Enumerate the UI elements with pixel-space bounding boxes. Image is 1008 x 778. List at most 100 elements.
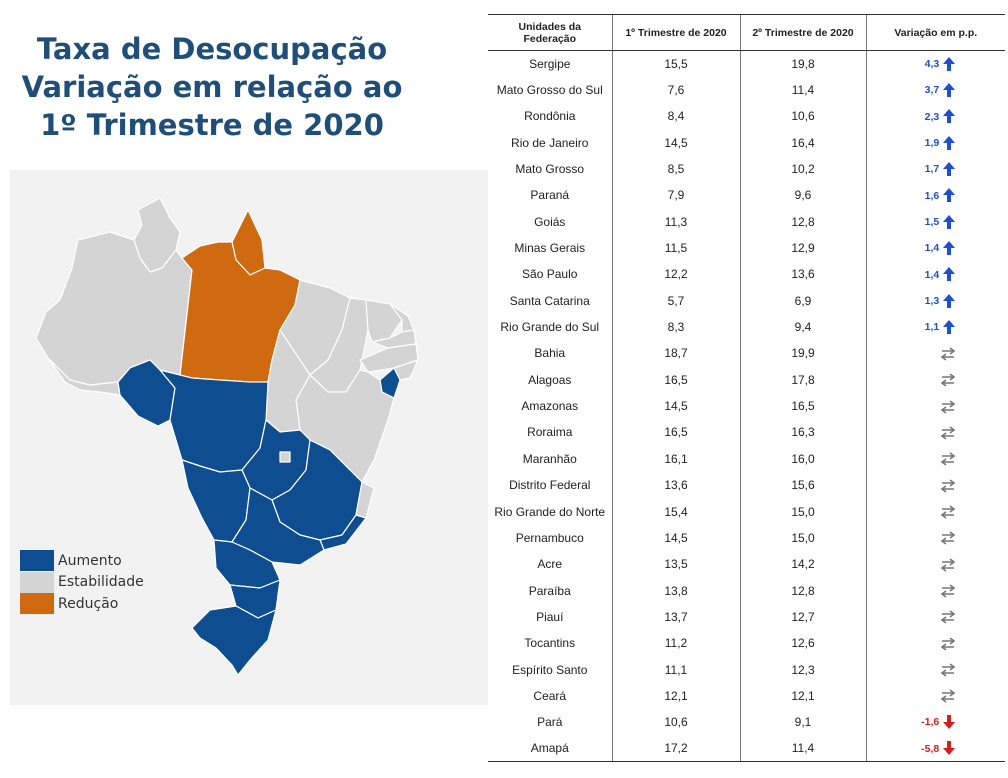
stable-arrows-icon [940, 373, 956, 387]
cell-var [865, 445, 1005, 472]
cell-t1: 17,2 [611, 735, 740, 763]
cell-var: 1,6 [865, 182, 1005, 209]
cell-t2: 15,6 [739, 472, 866, 499]
table-row: Goiás 11,3 12,8 1,5 [488, 208, 1005, 235]
cell-t2: 17,8 [739, 366, 866, 393]
cell-t1: 13,6 [611, 472, 740, 499]
cell-var [865, 682, 1005, 710]
cell-t2: 10,2 [739, 155, 866, 183]
unemployment-table: Unidades da Federação 1º Trimestre de 20… [488, 14, 1005, 763]
table-row: Rio de Janeiro 14,5 16,4 1,9 [488, 129, 1005, 156]
stable-arrows-icon [940, 399, 956, 414]
cell-t2: 6,9 [739, 287, 866, 314]
variation-value: 1,1 [924, 321, 940, 334]
cell-uf: Santa Catarina [509, 293, 590, 308]
stable-arrows-icon [940, 426, 956, 440]
cell-uf: Espírito Santo [512, 662, 588, 677]
arrow-up-icon [942, 293, 956, 309]
table-row: Santa Catarina 5,7 6,9 1,3 [488, 287, 1005, 314]
cell-uf: Pará [537, 715, 563, 730]
header-t1: 1º Trimestre de 2020 [611, 14, 740, 51]
brazil-map [35, 197, 419, 676]
cell-uf: Piauí [536, 609, 564, 624]
arrow-up-icon [942, 108, 956, 124]
cell-t1: 13,8 [611, 577, 740, 604]
legend-label: Estabilidade [58, 574, 144, 591]
legend-item: Redução [20, 593, 144, 615]
cell-var [865, 656, 1005, 683]
cell-t1: 11,3 [611, 208, 740, 235]
cell-var [865, 472, 1005, 499]
cell-uf: Minas Gerais [514, 241, 586, 256]
cell-uf: Amazonas [521, 399, 579, 414]
table-row: Maranhão 16,1 16,0 [488, 445, 1005, 472]
arrow-up-icon [942, 82, 956, 98]
cell-t2: 12,8 [739, 208, 866, 235]
cell-t2: 12,9 [739, 234, 866, 262]
cell-t2: 16,5 [739, 392, 866, 420]
cell-var [865, 630, 1005, 657]
table-row: Mato Grosso 8,5 10,2 1,7 [488, 155, 1005, 183]
cell-t2: 9,4 [739, 313, 866, 341]
cell-t1: 16,5 [611, 366, 740, 393]
cell-t2: 13,6 [739, 261, 866, 288]
cell-uf: Distrito Federal [509, 478, 591, 493]
cell-t1: 13,7 [611, 603, 740, 631]
variation-value: 2,3 [924, 110, 940, 123]
cell-var [865, 340, 1005, 367]
cell-t2: 15,0 [739, 524, 866, 552]
page-title: Taxa de Desocupação Variação em relação … [12, 30, 412, 144]
cell-var: 3,7 [865, 76, 1005, 104]
arrow-down-icon [942, 740, 956, 756]
table-row: Minas Gerais 11,5 12,9 1,4 [488, 234, 1005, 262]
table-row: Bahia 18,7 19,9 [488, 340, 1005, 367]
cell-t1: 14,5 [611, 524, 740, 552]
cell-uf: Rio de Janeiro [511, 135, 589, 150]
cell-uf: Paraíba [528, 583, 571, 598]
legend-swatch [20, 571, 54, 593]
cell-uf: Mato Grosso [515, 162, 585, 177]
variation-value: 1,4 [924, 242, 940, 255]
cell-t1: 8,3 [611, 313, 740, 341]
unemployment-table-wrapper: Unidades da Federação 1º Trimestre de 20… [488, 14, 1005, 763]
variation-value: 1,7 [924, 163, 940, 176]
table-row: Acre 13,5 14,2 [488, 551, 1005, 578]
cell-var: 1,5 [865, 208, 1005, 235]
cell-var [865, 603, 1005, 631]
cell-uf: Sergipe [529, 56, 571, 71]
arrow-up-icon [942, 319, 956, 335]
cell-uf: Rio Grande do Norte [494, 504, 606, 519]
arrow-up-icon [942, 240, 956, 256]
cell-t1: 5,7 [611, 287, 740, 314]
stable-arrows-icon [940, 663, 956, 677]
cell-uf: Ceará [533, 688, 567, 703]
variation-value: 1,5 [924, 215, 940, 228]
table-row: Rondônia 8,4 10,6 2,3 [488, 103, 1005, 130]
variation-value: 1,6 [924, 189, 940, 202]
cell-var: 1,9 [865, 129, 1005, 156]
cell-var: 1,1 [865, 313, 1005, 341]
cell-t2: 12,7 [739, 603, 866, 631]
table-row: Mato Grosso do Sul 7,6 11,4 3,7 [488, 76, 1005, 104]
title-line-1: Taxa de Desocupação [36, 32, 388, 66]
table-body: Sergipe 15,5 19,8 4,3 Mato Grosso do Sul 7,6 1… [488, 50, 1005, 763]
cell-uf: Paraná [530, 188, 570, 203]
cell-var [865, 524, 1005, 552]
cell-uf: Rio Grande do Sul [500, 320, 600, 335]
cell-t2: 9,1 [739, 709, 866, 736]
cell-t1: 8,5 [611, 155, 740, 183]
cell-var: 2,3 [865, 103, 1005, 130]
table-row: Paraíba 13,8 12,8 [488, 577, 1005, 604]
table-row: Rio Grande do Norte 15,4 15,0 [488, 498, 1005, 525]
cell-var [865, 366, 1005, 393]
cell-var [865, 551, 1005, 578]
cell-t2: 19,8 [739, 50, 866, 77]
stable-arrows-icon [940, 478, 956, 493]
stable-arrows-icon [940, 637, 956, 651]
cell-var: -5,8 [865, 735, 1005, 763]
arrow-down-icon [942, 714, 956, 730]
stable-arrows-icon [940, 584, 956, 598]
cell-var [865, 498, 1005, 525]
legend-swatch [20, 550, 54, 572]
state-mato-grosso [159, 369, 269, 473]
